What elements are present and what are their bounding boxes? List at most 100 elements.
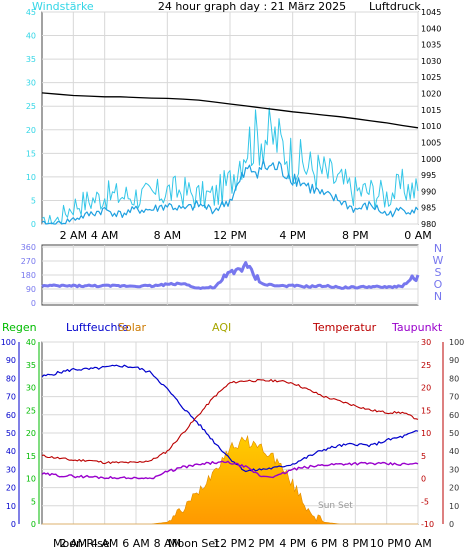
- p3-xtick-label: 4 PM: [279, 537, 306, 550]
- solar-tick-label: 30: [449, 465, 459, 474]
- grid-lines: [18, 11, 444, 525]
- temperature-line: [41, 379, 419, 465]
- temp-tick-label: 20: [421, 384, 431, 393]
- legend-aqi: AQI: [212, 321, 231, 334]
- p1-y2tick-label: 1020: [421, 90, 441, 99]
- p1-ytick-label: 10: [26, 173, 36, 182]
- rain-tick-label: 0: [31, 520, 36, 529]
- p3-xtick-label: 2 AM: [60, 537, 88, 550]
- rain-tick-label: 15: [26, 452, 36, 461]
- p1-y2tick-label: 1010: [421, 122, 441, 131]
- legend-rain: Regen: [2, 321, 37, 334]
- p1-xtick-label: 12 PM: [213, 229, 247, 242]
- chart-title: 24 hour graph day : 21 März 2025: [158, 0, 346, 13]
- p2-ytick-label: 180: [21, 271, 36, 280]
- humidity-tick-label: 70: [6, 393, 16, 402]
- solar-tick-label: 80: [449, 374, 459, 383]
- gust-line: [41, 107, 419, 225]
- humidity-tick-label: 0: [11, 520, 16, 529]
- legend-humidity: Luftfeuchte: [66, 321, 129, 334]
- temp-tick-label: 5: [421, 452, 426, 461]
- p1-ytick-label: 40: [26, 32, 36, 41]
- temp-tick-label: -5: [421, 497, 429, 506]
- p1-ytick-label: 20: [26, 126, 36, 135]
- moon-set-label: Moon Set: [168, 537, 220, 550]
- p1-y2tick-label: 1015: [421, 106, 441, 115]
- legend-dewpoint: Taupunkt: [391, 321, 443, 334]
- p1-xtick-label: 0 AM: [404, 229, 432, 242]
- axis-labels: 0510152025303540459809859909951000100510…: [1, 8, 465, 550]
- p1-y2tick-label: 1030: [421, 57, 441, 66]
- p2-ytick-label: 0: [31, 299, 36, 308]
- p1-y2tick-label: 1000: [421, 155, 441, 164]
- p1-y2tick-label: 980: [421, 220, 436, 229]
- wind-line: [41, 159, 419, 225]
- temp-tick-label: -10: [421, 520, 434, 529]
- legend-solar: Solar: [118, 321, 147, 334]
- p1-xtick-label: 8 PM: [342, 229, 369, 242]
- sun-set-label: Sun Set: [318, 501, 353, 511]
- p1-y2tick-label: 985: [421, 204, 436, 213]
- rain-tick-label: 25: [26, 406, 36, 415]
- humidity-tick-label: 80: [6, 374, 16, 383]
- p1-y2tick-label: 995: [421, 171, 436, 180]
- p1-y2tick-label: 1040: [421, 24, 441, 33]
- rain-tick-label: 30: [26, 384, 36, 393]
- humidity-tick-label: 30: [6, 465, 16, 474]
- p3-xtick-label: 6 AM: [122, 537, 150, 550]
- p3-xtick-label: 8 PM: [342, 537, 369, 550]
- p1-ytick-label: 45: [26, 8, 36, 17]
- p1-ytick-label: 5: [31, 196, 36, 205]
- humidity-line: [41, 364, 419, 473]
- pressure-line: [41, 92, 419, 129]
- temp-tick-label: 30: [421, 338, 431, 347]
- solar-tick-label: 100: [449, 338, 464, 347]
- rain-tick-label: 40: [26, 338, 36, 347]
- humidity-tick-label: 20: [6, 484, 16, 493]
- rain-tick-label: 35: [26, 361, 36, 370]
- p1-ytick-label: 30: [26, 79, 36, 88]
- rain-tick-label: 5: [31, 497, 36, 506]
- solar-tick-label: 10: [449, 502, 459, 511]
- compass-label: O: [434, 278, 443, 291]
- solar-tick-label: 40: [449, 447, 459, 456]
- humidity-tick-label: 90: [6, 356, 16, 365]
- solar-tick-label: 60: [449, 411, 459, 420]
- p1-xtick-label: 2 AM: [60, 229, 88, 242]
- legend-temperature: Temperatur: [312, 321, 377, 334]
- humidity-tick-label: 10: [6, 502, 16, 511]
- p1-ytick-label: 25: [26, 102, 36, 111]
- compass-label: N: [434, 290, 442, 303]
- p3-xtick-label: 8 AM: [154, 537, 182, 550]
- p3-xtick-label: 0 AM: [404, 537, 432, 550]
- temp-tick-label: 0: [421, 475, 426, 484]
- compass-label: N: [434, 242, 442, 255]
- temp-tick-label: 25: [421, 361, 431, 370]
- p1-ytick-label: 15: [26, 149, 36, 158]
- p1-y2tick-label: 1005: [421, 138, 441, 147]
- p1-y2tick-label: 1035: [421, 41, 441, 50]
- p3-xtick-label: 10 PM: [370, 537, 404, 550]
- direction-line: [41, 261, 420, 290]
- p2-ytick-label: 90: [26, 285, 36, 294]
- temp-tick-label: 10: [421, 429, 431, 438]
- p2-ytick-label: 360: [21, 243, 36, 252]
- humidity-tick-label: 50: [6, 429, 16, 438]
- panel-1-right-label: Luftdruck: [369, 0, 421, 13]
- compass-label: S: [435, 266, 442, 279]
- compass-label: W: [433, 254, 444, 267]
- p1-y2tick-label: 1025: [421, 73, 441, 82]
- panel-1-left-label: Windstärke: [32, 0, 94, 13]
- p1-y2tick-label: 1045: [421, 8, 441, 17]
- humidity-tick-label: 40: [6, 447, 16, 456]
- p3-xtick-label: 4 AM: [91, 537, 119, 550]
- solar-tick-label: 0: [449, 520, 454, 529]
- rain-tick-label: 10: [26, 475, 36, 484]
- solar-tick-label: 90: [449, 356, 459, 365]
- dewpoint-line: [41, 460, 419, 480]
- humidity-tick-label: 100: [1, 338, 16, 347]
- p1-xtick-label: 8 AM: [154, 229, 182, 242]
- p1-ytick-label: 0: [31, 220, 36, 229]
- p1-xtick-label: 4 PM: [279, 229, 306, 242]
